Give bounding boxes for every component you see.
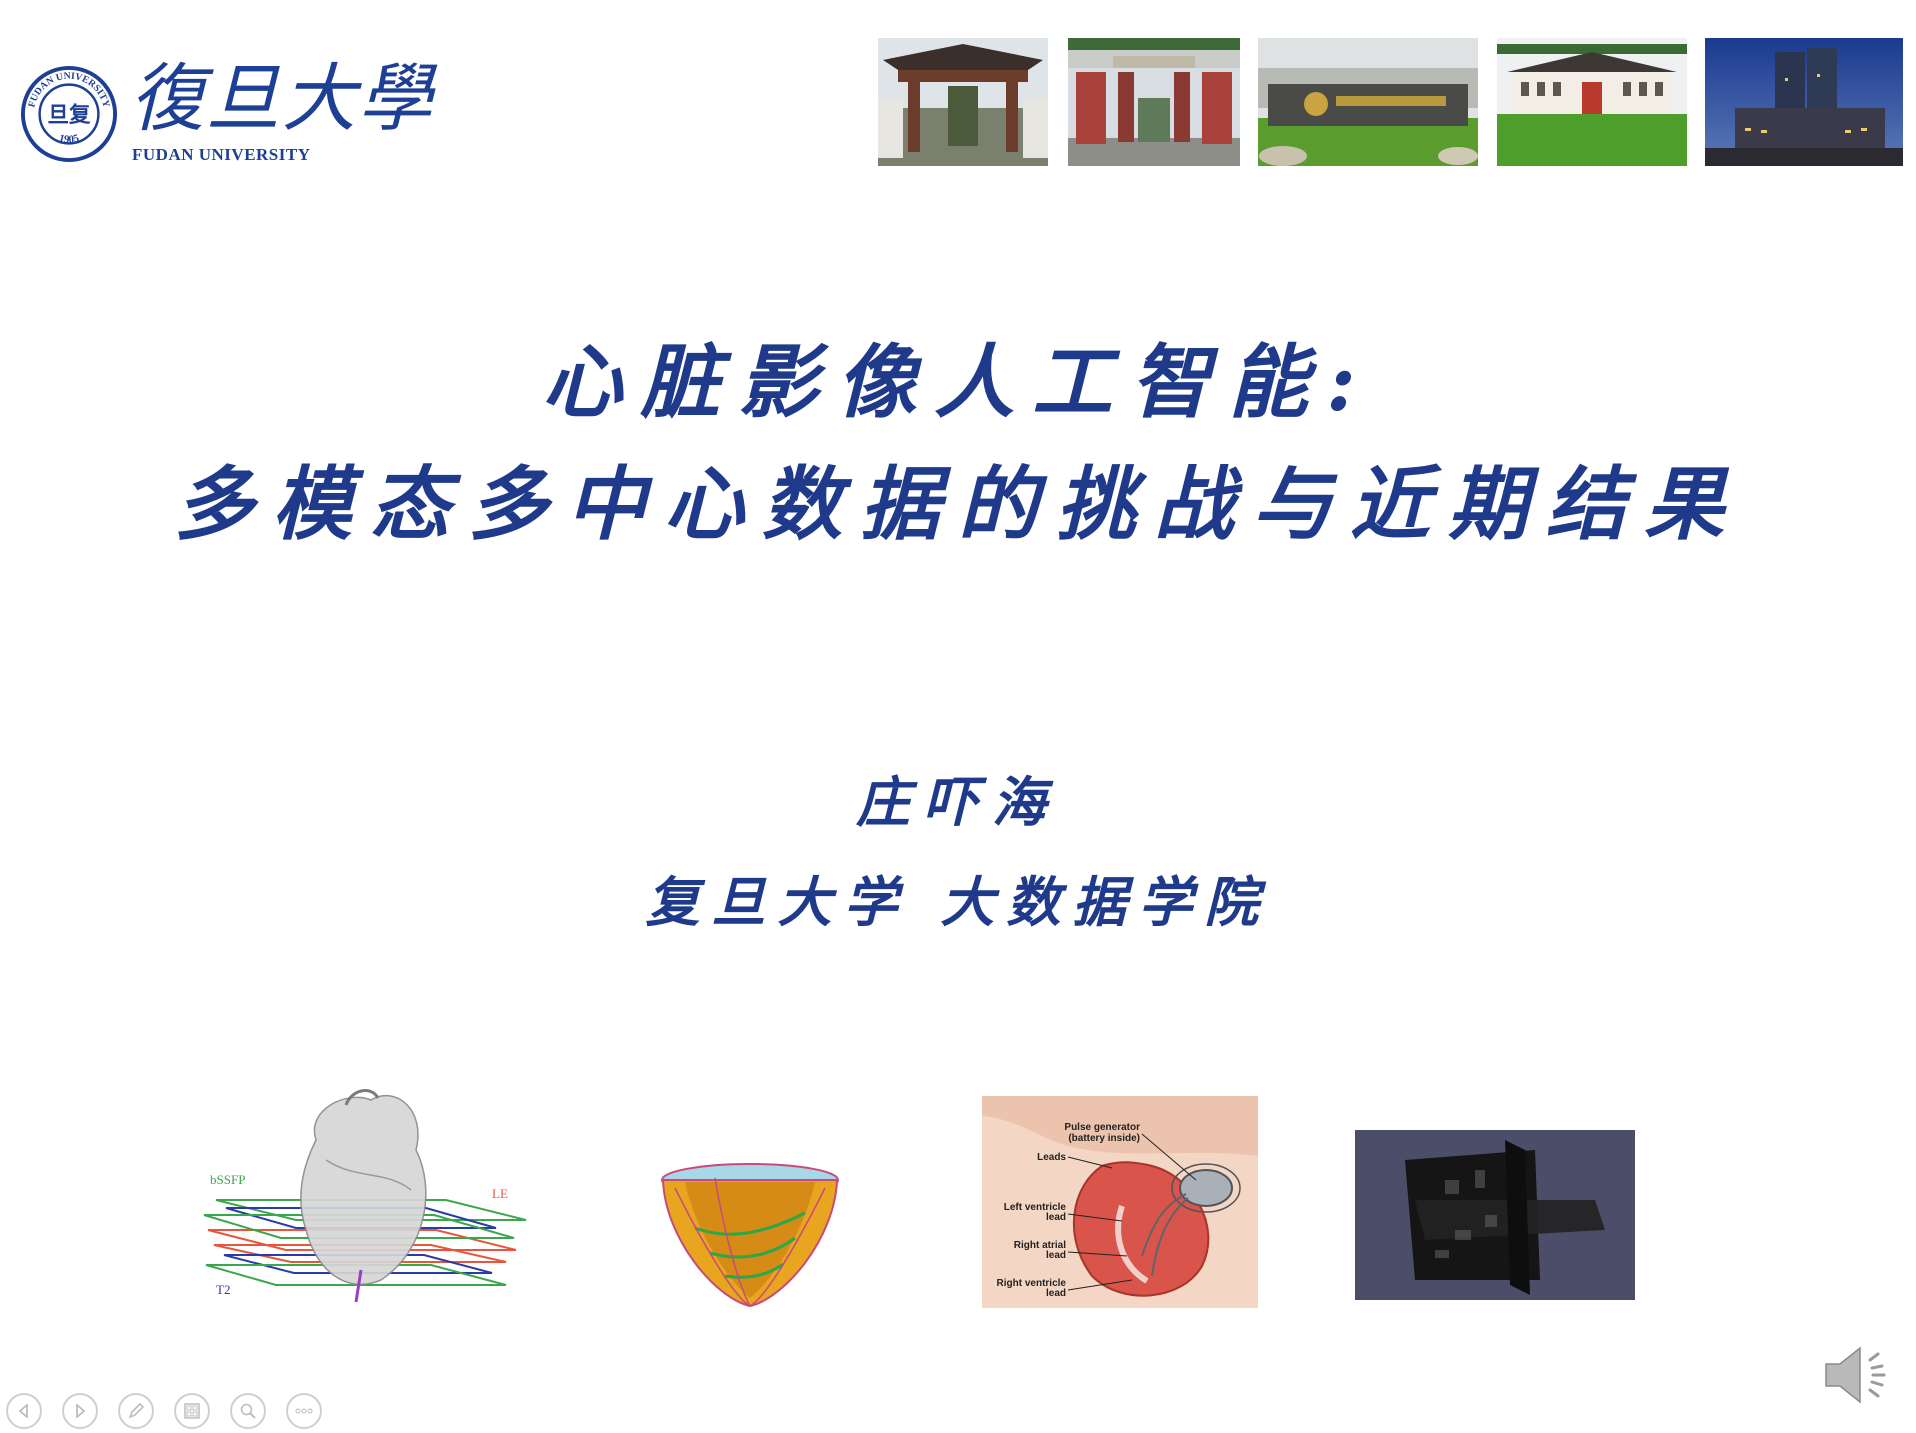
audio-speaker-icon[interactable] [1820, 1340, 1900, 1410]
le-label: LE [492, 1186, 508, 1201]
fudan-logo: FUDAN UNIVERSITY 1905 旦复 復旦大學 FUDAN UNIV… [20, 55, 432, 170]
campus-gate-photo [878, 38, 1048, 166]
author-affiliation: 复旦大学 大数据学院 [645, 870, 1271, 934]
left-ventricle-lead-label: lead [1046, 1212, 1066, 1223]
see-all-slides-button[interactable] [174, 1393, 210, 1429]
fudan-seal-icon: FUDAN UNIVERSITY 1905 旦复 [20, 65, 118, 163]
zoom-icon [240, 1403, 256, 1419]
campus-building-photo [1497, 38, 1687, 166]
seal-center: 旦复 [47, 102, 91, 128]
campus-tower-photo [1705, 38, 1903, 166]
author-name: 庄吓海 [856, 770, 1060, 834]
svg-text:1905: 1905 [58, 132, 81, 146]
leads-label: Leads [1037, 1152, 1066, 1163]
pulse-generator-label: Pulse generator [1064, 1122, 1140, 1133]
previous-slide-button[interactable] [6, 1393, 42, 1429]
t2-label: T2 [216, 1282, 230, 1297]
next-icon [76, 1404, 86, 1418]
pen-tool-button[interactable] [118, 1393, 154, 1429]
next-slide-button[interactable] [62, 1393, 98, 1429]
logo-english-name: FUDAN UNIVERSITY [132, 145, 311, 164]
mri-volume-render [1355, 1130, 1635, 1300]
slide-title-line2: 多模态多中心数据的挑战与近期结果 [174, 457, 1742, 551]
campus-stone-photo [1258, 38, 1478, 166]
more-options-button[interactable] [286, 1393, 322, 1429]
zoom-button[interactable] [230, 1393, 266, 1429]
left-ventricle-label: Left ventricle [1004, 1202, 1067, 1213]
pen-icon [128, 1403, 144, 1419]
campus-gate2-photo [1068, 38, 1240, 166]
slide-title-line1: 心脏影像人工智能: [542, 335, 1374, 429]
logo-chinese-name: 復旦大學 [130, 56, 434, 142]
heart-mri-figure: bSSFP LE T2 [203, 1089, 527, 1303]
slides-icon [184, 1403, 200, 1419]
previous-icon [18, 1404, 28, 1418]
right-atrial-lead-label: lead [1046, 1250, 1066, 1261]
more-icon [295, 1408, 313, 1414]
pacemaker-diagram: Pulse generator (battery inside) Leads L… [982, 1096, 1258, 1308]
battery-inside-label: (battery inside) [1068, 1133, 1140, 1144]
right-ventricle-lead-label: lead [1046, 1288, 1066, 1299]
bssfp-label: bSSFP [210, 1172, 245, 1187]
right-ventricle-label: Right ventricle [997, 1278, 1067, 1289]
right-atrial-label: Right atrial [1014, 1240, 1066, 1251]
seal-year: 1905 [58, 132, 81, 146]
ventricle-model-figure [661, 1163, 839, 1308]
